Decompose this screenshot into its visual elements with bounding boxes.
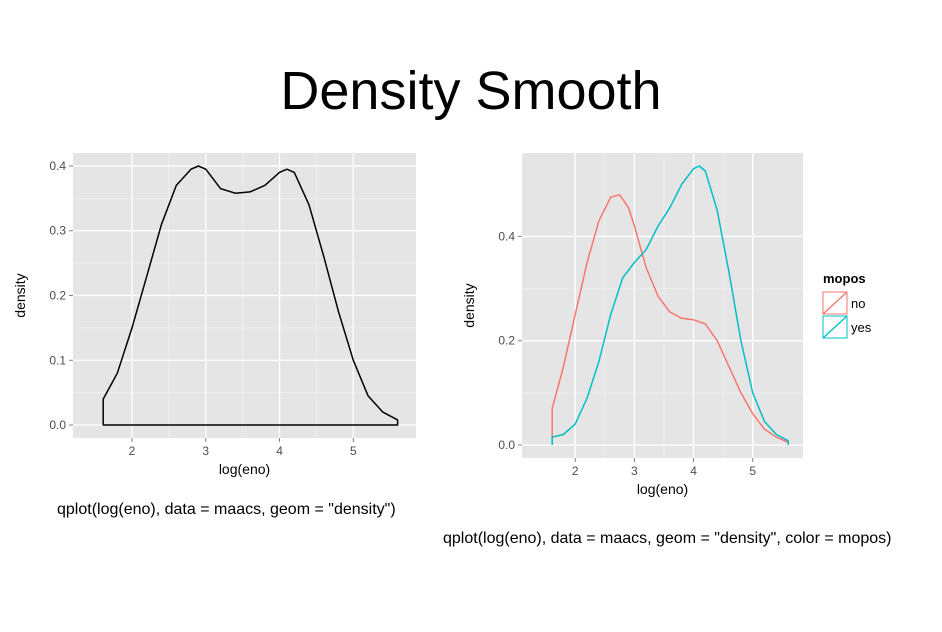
x-tick-label: 5 [350,444,357,458]
legend-label-no: no [851,296,865,311]
y-axis-label: density [12,273,28,317]
legend-key-line-yes [822,315,848,339]
y-tick-label: 0.4 [498,229,515,243]
x-axis-label: log(eno) [219,461,270,477]
density-curve-no [551,193,789,445]
x-tick-label: 5 [749,464,756,478]
chart-unconditional-density: 2 3 4 5 0.0 0.1 0.2 0.3 0.4 log(eno) density [12,153,416,477]
y-tick-label: 0.2 [498,334,515,348]
y-tick-label: 0.1 [49,353,66,367]
caption-right: qplot(log(eno), data = maacs, geom = "de… [443,530,892,547]
caption-left: qplot(log(eno), data = maacs, geom = "de… [57,501,396,518]
x-tick-label: 4 [276,444,283,458]
x-tick-label: 3 [202,444,209,458]
x-tick-label: 3 [631,464,638,478]
y-axis-label: density [461,283,477,327]
x-tick-label: 2 [572,464,579,478]
x-tick-label: 2 [129,444,136,458]
x-axis-label: log(eno) [637,481,688,497]
density-curve-yes [551,165,789,445]
plot-panel [522,153,803,458]
y-tick-label: 0.4 [49,159,66,173]
y-tick-label: 0.2 [49,289,66,303]
y-tick-label: 0.3 [49,224,66,238]
density-curve-all [102,165,399,426]
legend-label-yes: yes [851,320,872,335]
legend-title: mopos [823,271,866,286]
y-tick-label: 0.0 [498,438,515,452]
legend-key-line-no [822,291,848,315]
x-tick-label: 4 [690,464,697,478]
y-tick-label: 0.0 [49,418,66,432]
slide-title: Density Smooth [280,61,662,121]
chart-density-by-mopos: 2 3 4 5 0.0 0.2 0.4 log(eno) density mopos no yes [461,153,872,497]
